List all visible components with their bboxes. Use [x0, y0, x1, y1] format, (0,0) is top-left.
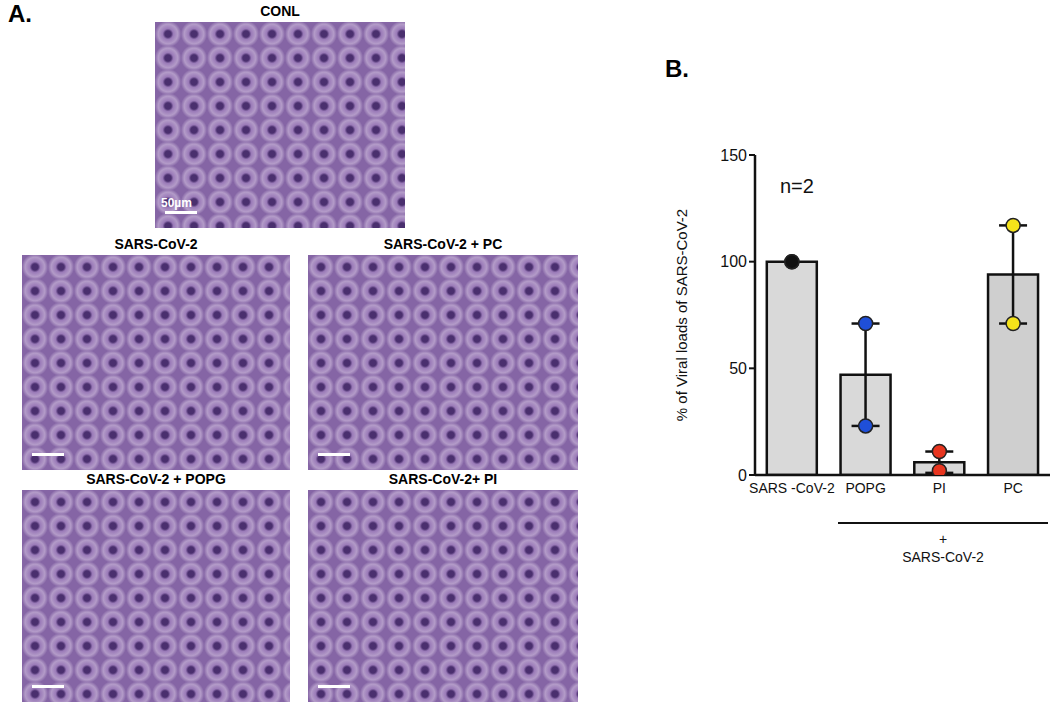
html-text:SARS-CoV-2 + PC: SARS-CoV-2 + PC [383, 236, 503, 252]
svg-text:SARS -CoV-2: SARS -CoV-2 [749, 480, 835, 496]
svg-text:PC: PC [1003, 480, 1022, 496]
svg-text:100: 100 [720, 253, 747, 270]
svg-text:% of Viral loads of SARS-CoV-2: % of Viral loads of SARS-CoV-2 [673, 209, 690, 421]
html-text:SARS-CoV-2: SARS-CoV-2 [902, 549, 984, 565]
svg-text:0: 0 [738, 467, 747, 484]
html-text:A.: A. [8, 0, 32, 27]
html-text:B.: B. [665, 55, 689, 82]
html-text:CONL: CONL [260, 3, 300, 19]
svg-text:150: 150 [720, 147, 747, 164]
html-text:SARS-CoV-2: SARS-CoV-2 [114, 236, 198, 252]
html-text:50µm: 50µm [161, 196, 192, 210]
html-text:SARS-CoV-2 + POPG: SARS-CoV-2 + POPG [86, 471, 226, 487]
svg-text:50: 50 [729, 360, 747, 377]
html-text:n=2: n=2 [780, 175, 814, 197]
svg-text:PI: PI [933, 480, 946, 496]
html-text:SARS-CoV-2+ PI: SARS-CoV-2+ PI [388, 471, 498, 487]
svg-text:POPG: POPG [845, 480, 885, 496]
